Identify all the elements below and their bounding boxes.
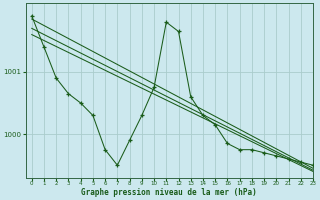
X-axis label: Graphe pression niveau de la mer (hPa): Graphe pression niveau de la mer (hPa) (82, 188, 257, 197)
